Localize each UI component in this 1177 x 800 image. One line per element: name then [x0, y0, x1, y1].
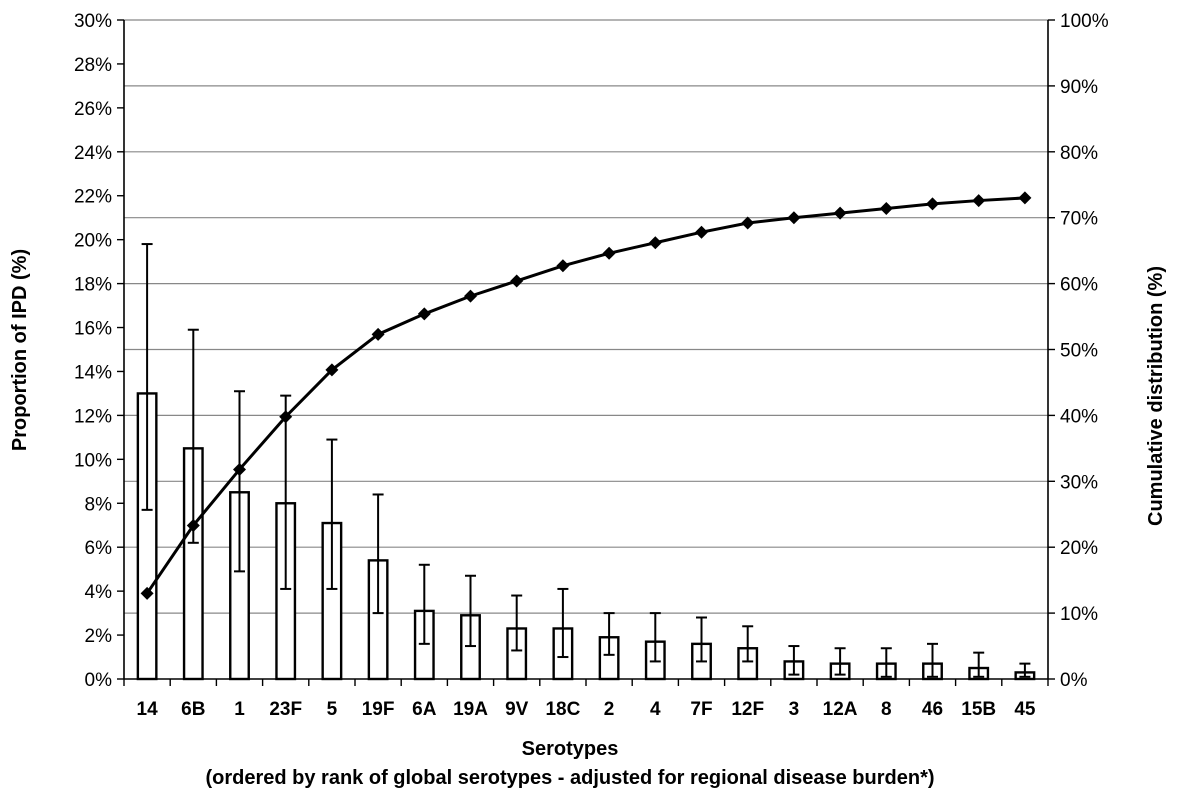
y-axis-title: Proportion of IPD (%) — [9, 249, 31, 451]
y-tick-label: 24% — [74, 143, 112, 164]
line-marker — [417, 307, 431, 321]
y2-tick-label: 50% — [1060, 341, 1098, 362]
x-tick-label: 12A — [823, 699, 858, 720]
line-marker — [787, 211, 801, 225]
line-marker — [972, 194, 986, 208]
y-tick-label: 14% — [74, 362, 112, 383]
y2-tick-label: 10% — [1060, 604, 1098, 625]
y-tick-label: 26% — [74, 99, 112, 120]
y-tick-label: 4% — [85, 582, 113, 603]
x-tick-label: 4 — [650, 699, 661, 720]
line-marker — [233, 462, 246, 476]
line-marker — [186, 518, 200, 532]
line-marker — [926, 197, 939, 211]
line-marker — [371, 327, 385, 341]
line-marker — [741, 216, 755, 230]
tick-labels: 0%2%4%6%8%10%12%14%16%18%20%22%24%26%28%… — [74, 11, 1109, 720]
x-axis-subtitle: (ordered by rank of global serotypes - a… — [205, 767, 934, 789]
x-tick-label: 1 — [234, 699, 245, 720]
x-tick-label: 6A — [412, 699, 437, 720]
y2-tick-label: 30% — [1060, 472, 1098, 493]
line-marker — [833, 206, 847, 220]
x-tick-label: 12F — [731, 699, 764, 720]
line-marker — [695, 225, 708, 239]
y-tick-label: 28% — [74, 55, 112, 76]
cumulative-line-series — [140, 191, 1032, 600]
y-tick-label: 6% — [85, 538, 113, 559]
y-tick-label: 20% — [74, 231, 112, 252]
y2-tick-label: 40% — [1060, 406, 1098, 427]
line-marker — [1018, 191, 1032, 205]
axes — [117, 19, 1055, 686]
x-tick-label: 45 — [1014, 699, 1036, 720]
y-tick-label: 10% — [74, 450, 112, 471]
y-tick-label: 0% — [85, 670, 113, 691]
line-marker — [464, 289, 477, 303]
line-marker — [556, 259, 570, 273]
line-marker — [325, 363, 339, 377]
y2-tick-label: 60% — [1060, 275, 1098, 296]
line-marker — [140, 586, 154, 600]
y-tick-label: 12% — [74, 406, 112, 427]
x-axis-title: Serotypes — [522, 738, 619, 760]
bar-series — [136, 392, 1036, 681]
line-marker — [602, 246, 616, 260]
y2-tick-label: 90% — [1060, 77, 1098, 98]
x-tick-label: 23F — [269, 699, 302, 720]
x-tick-label: 8 — [881, 699, 892, 720]
x-tick-label: 9V — [505, 699, 529, 720]
gridlines — [124, 19, 1048, 614]
y2-axis-title: Cumulative distribution (%) — [1145, 266, 1167, 526]
y-tick-label: 18% — [74, 275, 112, 296]
y2-tick-label: 70% — [1060, 209, 1098, 230]
y-tick-label: 30% — [74, 11, 112, 32]
y2-tick-label: 20% — [1060, 538, 1098, 559]
line-marker — [648, 236, 662, 250]
x-tick-label: 6B — [181, 699, 205, 720]
y-tick-label: 22% — [74, 187, 112, 208]
cumulative-line — [145, 196, 1025, 595]
x-tick-label: 19F — [362, 699, 395, 720]
y2-tick-label: 80% — [1060, 143, 1098, 164]
line-marker — [879, 201, 893, 215]
x-tick-label: 15B — [961, 699, 996, 720]
error-bars — [141, 243, 1031, 678]
x-tick-label: 46 — [922, 699, 943, 720]
x-tick-label: 2 — [604, 699, 615, 720]
x-tick-label: 14 — [137, 699, 159, 720]
y-tick-label: 16% — [74, 319, 112, 340]
line-marker — [279, 410, 293, 424]
y2-tick-label: 0% — [1060, 670, 1088, 691]
x-tick-label: 19A — [453, 699, 488, 720]
y2-tick-label: 100% — [1060, 11, 1109, 32]
x-tick-label: 5 — [327, 699, 338, 720]
x-tick-label: 18C — [545, 699, 580, 720]
y-tick-label: 2% — [85, 626, 113, 647]
x-tick-label: 3 — [789, 699, 800, 720]
line-marker — [510, 274, 524, 288]
y-tick-label: 8% — [85, 494, 113, 515]
x-tick-label: 7F — [690, 699, 712, 720]
